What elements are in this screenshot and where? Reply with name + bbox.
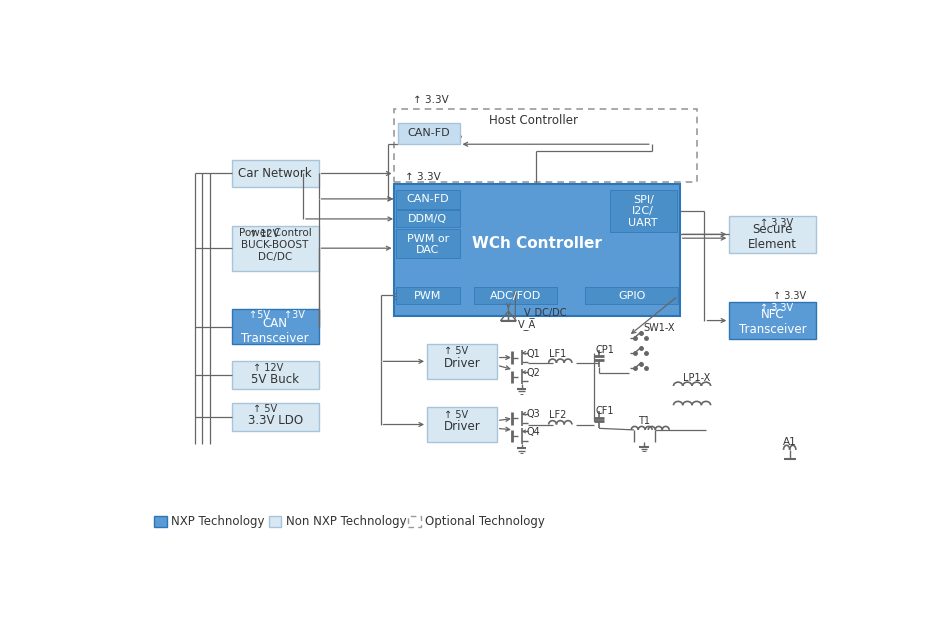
- Text: SPI/
I2C/
UART: SPI/ I2C/ UART: [628, 195, 658, 228]
- Text: ↑ 5V: ↑ 5V: [444, 410, 468, 420]
- Text: LP1-X: LP1-X: [683, 373, 710, 383]
- Bar: [408, 516, 421, 527]
- Bar: [154, 516, 167, 527]
- Text: LF1: LF1: [548, 349, 566, 358]
- Bar: [394, 184, 680, 316]
- Bar: [232, 161, 318, 187]
- Bar: [474, 287, 557, 305]
- Text: Driver: Driver: [444, 420, 480, 433]
- Text: ↑ 12V: ↑ 12V: [253, 363, 283, 373]
- Text: Secure
Element: Secure Element: [748, 222, 797, 251]
- Text: V_A: V_A: [518, 319, 535, 330]
- Bar: [232, 362, 318, 389]
- Text: CF1: CF1: [596, 407, 615, 417]
- Text: Q1: Q1: [526, 349, 540, 358]
- Text: Host Controller: Host Controller: [489, 114, 578, 127]
- Text: NFC
Transceiver: NFC Transceiver: [739, 308, 807, 336]
- Text: ↑ 3.3V: ↑ 3.3V: [405, 172, 441, 182]
- Text: ↑ 3.3V: ↑ 3.3V: [760, 303, 794, 313]
- Text: 3.3V LDO: 3.3V LDO: [247, 414, 302, 427]
- Bar: [729, 302, 816, 339]
- Text: NXP Technology: NXP Technology: [171, 515, 265, 528]
- Bar: [232, 403, 318, 431]
- Text: Optional Technology: Optional Technology: [426, 515, 546, 528]
- Bar: [398, 122, 460, 144]
- Bar: [232, 309, 318, 344]
- Text: ↑ 3.3V: ↑ 3.3V: [760, 218, 794, 228]
- Text: ↑ 5V: ↑ 5V: [253, 404, 277, 414]
- Bar: [269, 516, 282, 527]
- Text: CAN
Transceiver: CAN Transceiver: [241, 316, 309, 345]
- Text: DDM/Q: DDM/Q: [408, 214, 447, 224]
- Text: LF2: LF2: [548, 410, 566, 420]
- Text: CP1: CP1: [596, 345, 615, 355]
- Text: Car Network: Car Network: [239, 167, 312, 180]
- Text: 5V Buck: 5V Buck: [251, 373, 300, 386]
- Text: ADC/FOD: ADC/FOD: [490, 291, 541, 301]
- Text: CAN-FD: CAN-FD: [407, 129, 450, 138]
- Text: GPIO: GPIO: [618, 291, 645, 301]
- Text: ↑ 3.3V: ↑ 3.3V: [772, 291, 806, 301]
- Text: ↑ 5V: ↑ 5V: [444, 346, 468, 357]
- Text: ↑5V: ↑5V: [249, 310, 270, 320]
- Text: ↑3V: ↑3V: [284, 310, 304, 320]
- Text: Driver: Driver: [444, 357, 480, 370]
- Text: V_DC/DC: V_DC/DC: [524, 307, 567, 318]
- Bar: [396, 190, 460, 209]
- Text: Q4: Q4: [526, 427, 540, 437]
- Text: Q3: Q3: [526, 410, 540, 420]
- Bar: [394, 109, 696, 182]
- Bar: [427, 344, 497, 379]
- Text: ↑ 12V: ↑ 12V: [249, 229, 279, 239]
- Text: Q2: Q2: [526, 368, 540, 378]
- Bar: [396, 229, 460, 258]
- Text: Power Control
BUCK-BOOST
DC/DC: Power Control BUCK-BOOST DC/DC: [239, 229, 312, 261]
- Text: Non NXP Technology: Non NXP Technology: [286, 515, 406, 528]
- Bar: [585, 287, 678, 305]
- Bar: [232, 226, 318, 271]
- Bar: [396, 287, 460, 305]
- Bar: [427, 407, 497, 442]
- Text: PWM: PWM: [414, 291, 442, 301]
- Text: CAN-FD: CAN-FD: [406, 194, 449, 204]
- Text: WCh Controller: WCh Controller: [472, 236, 602, 251]
- Text: A1: A1: [782, 437, 797, 447]
- Bar: [610, 190, 677, 232]
- Bar: [729, 216, 816, 253]
- Bar: [396, 211, 460, 227]
- Text: PWM or
DAC: PWM or DAC: [406, 234, 449, 255]
- Text: T1: T1: [638, 416, 650, 426]
- Text: ↑ 3.3V: ↑ 3.3V: [413, 95, 448, 105]
- Text: SW1-X: SW1-X: [644, 323, 675, 333]
